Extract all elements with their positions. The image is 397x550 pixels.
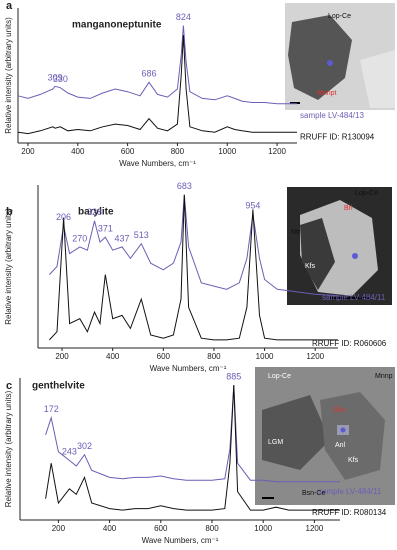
x-tick-label: 1200	[268, 147, 286, 156]
inset-image	[287, 187, 392, 305]
x-axis-label: Wave Numbers, cm⁻¹	[150, 364, 227, 373]
spectrum-line	[45, 385, 340, 483]
x-tick-label: 1200	[306, 524, 324, 533]
x-tick-label: 600	[157, 352, 171, 361]
peak-label: 243	[62, 447, 77, 457]
inset-label: LGM	[268, 439, 283, 446]
x-tick-label: 1000	[218, 147, 236, 156]
peak-label: 513	[134, 230, 149, 240]
panel-title: manganoneptunite	[72, 20, 162, 31]
inset-label: Lop-Ce	[328, 13, 351, 20]
x-tick-label: 200	[52, 524, 66, 533]
x-tick-label: 200	[55, 352, 69, 361]
x-tick-label: 600	[154, 524, 168, 533]
x-tick-label: 600	[121, 147, 135, 156]
inset-label: Brl	[344, 205, 353, 212]
y-axis-label: Relative intensity (arbitrary units)	[4, 390, 13, 507]
spectrum-line	[49, 194, 338, 341]
x-tick-label: 1000	[254, 524, 272, 533]
inset-label: Kfs	[305, 263, 316, 270]
inset-label: Mnnp	[375, 373, 393, 380]
x-tick-label: 400	[106, 352, 120, 361]
x-axis-label: Wave Numbers, cm⁻¹	[119, 159, 196, 168]
x-tick-label: 200	[21, 147, 35, 156]
inset-label: Ntr	[291, 229, 301, 236]
panel-letter: b	[6, 206, 13, 218]
x-tick-label: 1200	[306, 352, 324, 361]
panel-title: barylite	[78, 207, 114, 218]
peak-label: 328	[87, 207, 102, 217]
spectrum-line	[45, 385, 340, 511]
inset-label: Mnnpt	[317, 90, 337, 97]
x-axis-label: Wave Numbers, cm⁻¹	[142, 536, 219, 545]
peak-label: 885	[226, 371, 241, 381]
x-tick-label: 800	[205, 524, 219, 533]
series-label: sample LV-484/11	[322, 293, 386, 302]
series-label: RRUFF ID: R130094	[300, 132, 375, 141]
panel-letter: a	[6, 0, 13, 12]
spectrum-line	[49, 194, 339, 297]
peak-label: 302	[77, 441, 92, 451]
peak-label: 172	[44, 404, 59, 414]
inset-label: Anl	[335, 442, 346, 449]
series-label: RRUFF ID: R060606	[312, 339, 387, 348]
inset-label: Bsn-Ce	[302, 490, 325, 497]
peak-label: 206	[56, 212, 71, 222]
peak-label: 330	[53, 74, 68, 84]
series-label: sample LV-484/11	[318, 487, 382, 496]
x-tick-label: 800	[171, 147, 185, 156]
panel-letter: c	[6, 380, 12, 392]
panel-title: genthelvite	[32, 381, 85, 392]
x-tick-label: 400	[71, 147, 85, 156]
inset-label: Ghv	[333, 407, 346, 414]
peak-label: 371	[98, 224, 113, 234]
peak-label: 437	[115, 233, 130, 243]
inset-image	[285, 3, 395, 110]
y-axis-label: Relative intensity (arbitrary units)	[4, 208, 13, 325]
spectrum-line	[17, 25, 297, 105]
peak-label: 683	[177, 181, 192, 191]
spectrum-line	[17, 34, 297, 135]
peak-label: 686	[142, 69, 157, 79]
x-tick-label: 800	[207, 352, 221, 361]
peak-label: 309	[48, 73, 63, 83]
peak-label: 824	[176, 12, 191, 22]
peak-label: 954	[245, 201, 260, 211]
inset-label: Lop-Ce	[355, 190, 378, 197]
inset-label: Kfs	[348, 457, 359, 464]
inset-label: Lop-Ce	[268, 373, 291, 380]
y-axis-label: Relative intensity (arbitrary units)	[4, 17, 13, 134]
x-tick-label: 400	[103, 524, 117, 533]
x-tick-label: 1000	[256, 352, 274, 361]
series-label: sample LV-484/13	[300, 111, 364, 120]
peak-label: 270	[72, 233, 87, 243]
series-label: RRUFF ID: R080134	[312, 508, 387, 517]
inset-image	[255, 367, 395, 505]
